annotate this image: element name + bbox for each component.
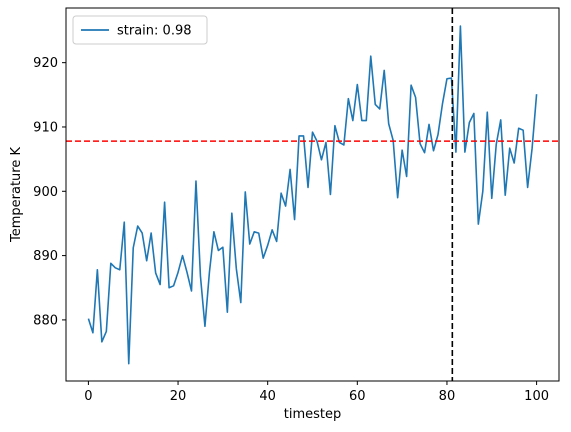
x-tick-label: 20 <box>170 389 187 404</box>
y-tick-label: 890 <box>33 249 58 264</box>
ticks: 0 20 40 60 80 100 880 890 900 910 920 <box>33 56 549 404</box>
y-axis-label: Temperature K <box>9 147 24 243</box>
legend-box <box>72 15 208 45</box>
series-line-0 <box>87 25 538 365</box>
y-tick-label: 900 <box>33 185 58 200</box>
axes-frame <box>65 7 560 382</box>
x-tick-label: 60 <box>349 389 366 404</box>
x-axis-label: timestep <box>284 407 342 422</box>
y-tick-label: 920 <box>33 56 58 71</box>
x-tick-label: 100 <box>524 389 549 404</box>
legend-label: strain: 0.98 <box>117 24 192 39</box>
x-tick-label: 40 <box>259 389 276 404</box>
y-tick-label: 880 <box>33 313 58 328</box>
legend: strain: 0.98 <box>72 15 208 45</box>
x-tick-label: 0 <box>84 389 92 404</box>
plot-area <box>66 8 559 381</box>
y-tick-label: 910 <box>33 120 58 135</box>
x-tick-label: 80 <box>439 389 456 404</box>
